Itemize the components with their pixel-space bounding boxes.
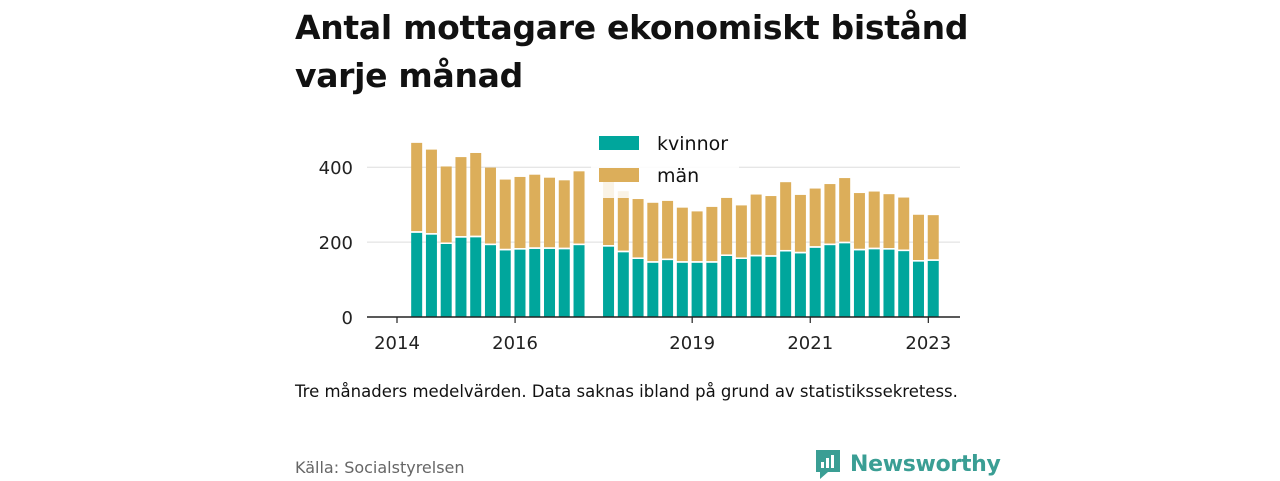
- bar-man: [853, 193, 865, 249]
- bar-kvinnor: [470, 237, 482, 317]
- bar-kvinnor: [824, 245, 836, 317]
- legend: kvinnor män: [591, 128, 739, 198]
- bar-man: [484, 167, 496, 244]
- y-tick-label: 0: [342, 308, 353, 329]
- x-tick-label: 2021: [787, 333, 833, 354]
- bar-kvinnor: [440, 243, 452, 317]
- bar-kvinnor: [780, 251, 792, 317]
- bar-kvinnor: [544, 248, 556, 317]
- bar-kvinnor: [411, 232, 423, 317]
- bar-kvinnor: [706, 262, 718, 317]
- bar-man: [514, 176, 526, 249]
- chart-title: Antal mottagare ekonomiskt bistånd varje…: [295, 8, 969, 95]
- y-axis-ticks: 0 200 400: [319, 158, 353, 329]
- bar-kvinnor: [927, 260, 939, 317]
- source-label: Källa: Socialstyrelsen: [295, 458, 465, 477]
- bar-kvinnor: [735, 258, 747, 317]
- bar-kvinnor: [721, 255, 733, 317]
- bar-kvinnor: [558, 249, 570, 317]
- x-tick-label: 2019: [669, 333, 715, 354]
- bar-man: [839, 178, 851, 242]
- newsworthy-logo-icon: [816, 450, 840, 479]
- bar-man: [735, 205, 747, 258]
- bar-man: [617, 191, 629, 251]
- bar-man: [691, 211, 703, 262]
- bar-man: [676, 207, 688, 262]
- bar-kvinnor: [676, 262, 688, 317]
- x-tick-label: 2016: [492, 333, 538, 354]
- bar-kvinnor: [912, 261, 924, 317]
- brand-logo: Newsworthy: [814, 447, 1001, 481]
- bar-kvinnor: [883, 249, 895, 317]
- bar-kvinnor: [765, 256, 777, 317]
- bar-man: [750, 194, 762, 255]
- legend-swatch: [599, 168, 639, 182]
- bar-man: [809, 188, 821, 247]
- bar-man: [927, 215, 939, 260]
- bar-kvinnor: [691, 262, 703, 317]
- bar-kvinnor: [898, 251, 910, 317]
- bar-kvinnor: [617, 252, 629, 317]
- bar-kvinnor: [573, 245, 585, 317]
- bar-man: [440, 166, 452, 243]
- bar-kvinnor: [529, 248, 541, 317]
- chart-card: Antal mottagare ekonomiskt bistånd varje…: [295, 0, 1001, 480]
- bar-kvinnor: [853, 250, 865, 317]
- legend-label: kvinnor: [657, 133, 728, 155]
- bar-kvinnor: [484, 245, 496, 317]
- bar-man: [499, 179, 511, 249]
- bar-man: [455, 157, 467, 237]
- bar-kvinnor: [647, 262, 659, 317]
- bar-man: [780, 182, 792, 250]
- bar-man: [647, 202, 659, 262]
- bar-kvinnor: [750, 256, 762, 317]
- bar-man: [706, 206, 718, 262]
- bar-man: [824, 184, 836, 244]
- bar-man: [632, 199, 644, 258]
- bar-kvinnor: [425, 234, 437, 317]
- bar-man: [794, 194, 806, 252]
- y-tick-label: 400: [319, 158, 353, 179]
- bar-kvinnor: [603, 246, 615, 317]
- bar-man: [912, 214, 924, 261]
- x-tick-label: 2014: [374, 333, 420, 354]
- bar-chart: 0 200 400 2014 2016 2019 2021 2023 kvinnor män: [319, 128, 960, 354]
- bar-man: [573, 171, 585, 244]
- bar-man: [529, 174, 541, 248]
- bar-kvinnor: [839, 243, 851, 317]
- bar-man: [765, 196, 777, 256]
- y-tick-label: 200: [319, 233, 353, 254]
- bar-man: [558, 180, 570, 248]
- brand-name: Newsworthy: [850, 451, 1001, 477]
- x-axis: 2014 2016 2019 2021 2023: [367, 316, 960, 354]
- bar-man: [883, 194, 895, 249]
- bar-kvinnor: [499, 250, 511, 317]
- bar-kvinnor: [455, 237, 467, 317]
- x-tick-label: 2023: [905, 333, 951, 354]
- bar-man: [425, 149, 437, 234]
- legend-swatch: [599, 136, 639, 150]
- bar-kvinnor: [514, 249, 526, 317]
- bar-kvinnor: [809, 247, 821, 317]
- bar-man: [603, 179, 615, 246]
- bar-man: [470, 152, 482, 236]
- bar-man: [411, 142, 423, 232]
- bar-man: [868, 191, 880, 248]
- bar-kvinnor: [794, 253, 806, 317]
- bar-kvinnor: [632, 258, 644, 317]
- bar-man: [898, 197, 910, 250]
- legend-label: män: [657, 165, 699, 187]
- bars: [411, 142, 939, 317]
- bar-man: [662, 200, 674, 259]
- bar-man: [721, 197, 733, 255]
- bar-kvinnor: [662, 260, 674, 317]
- bar-man: [544, 177, 556, 248]
- bar-kvinnor: [868, 249, 880, 317]
- chart-note: Tre månaders medelvärden. Data saknas ib…: [295, 382, 958, 401]
